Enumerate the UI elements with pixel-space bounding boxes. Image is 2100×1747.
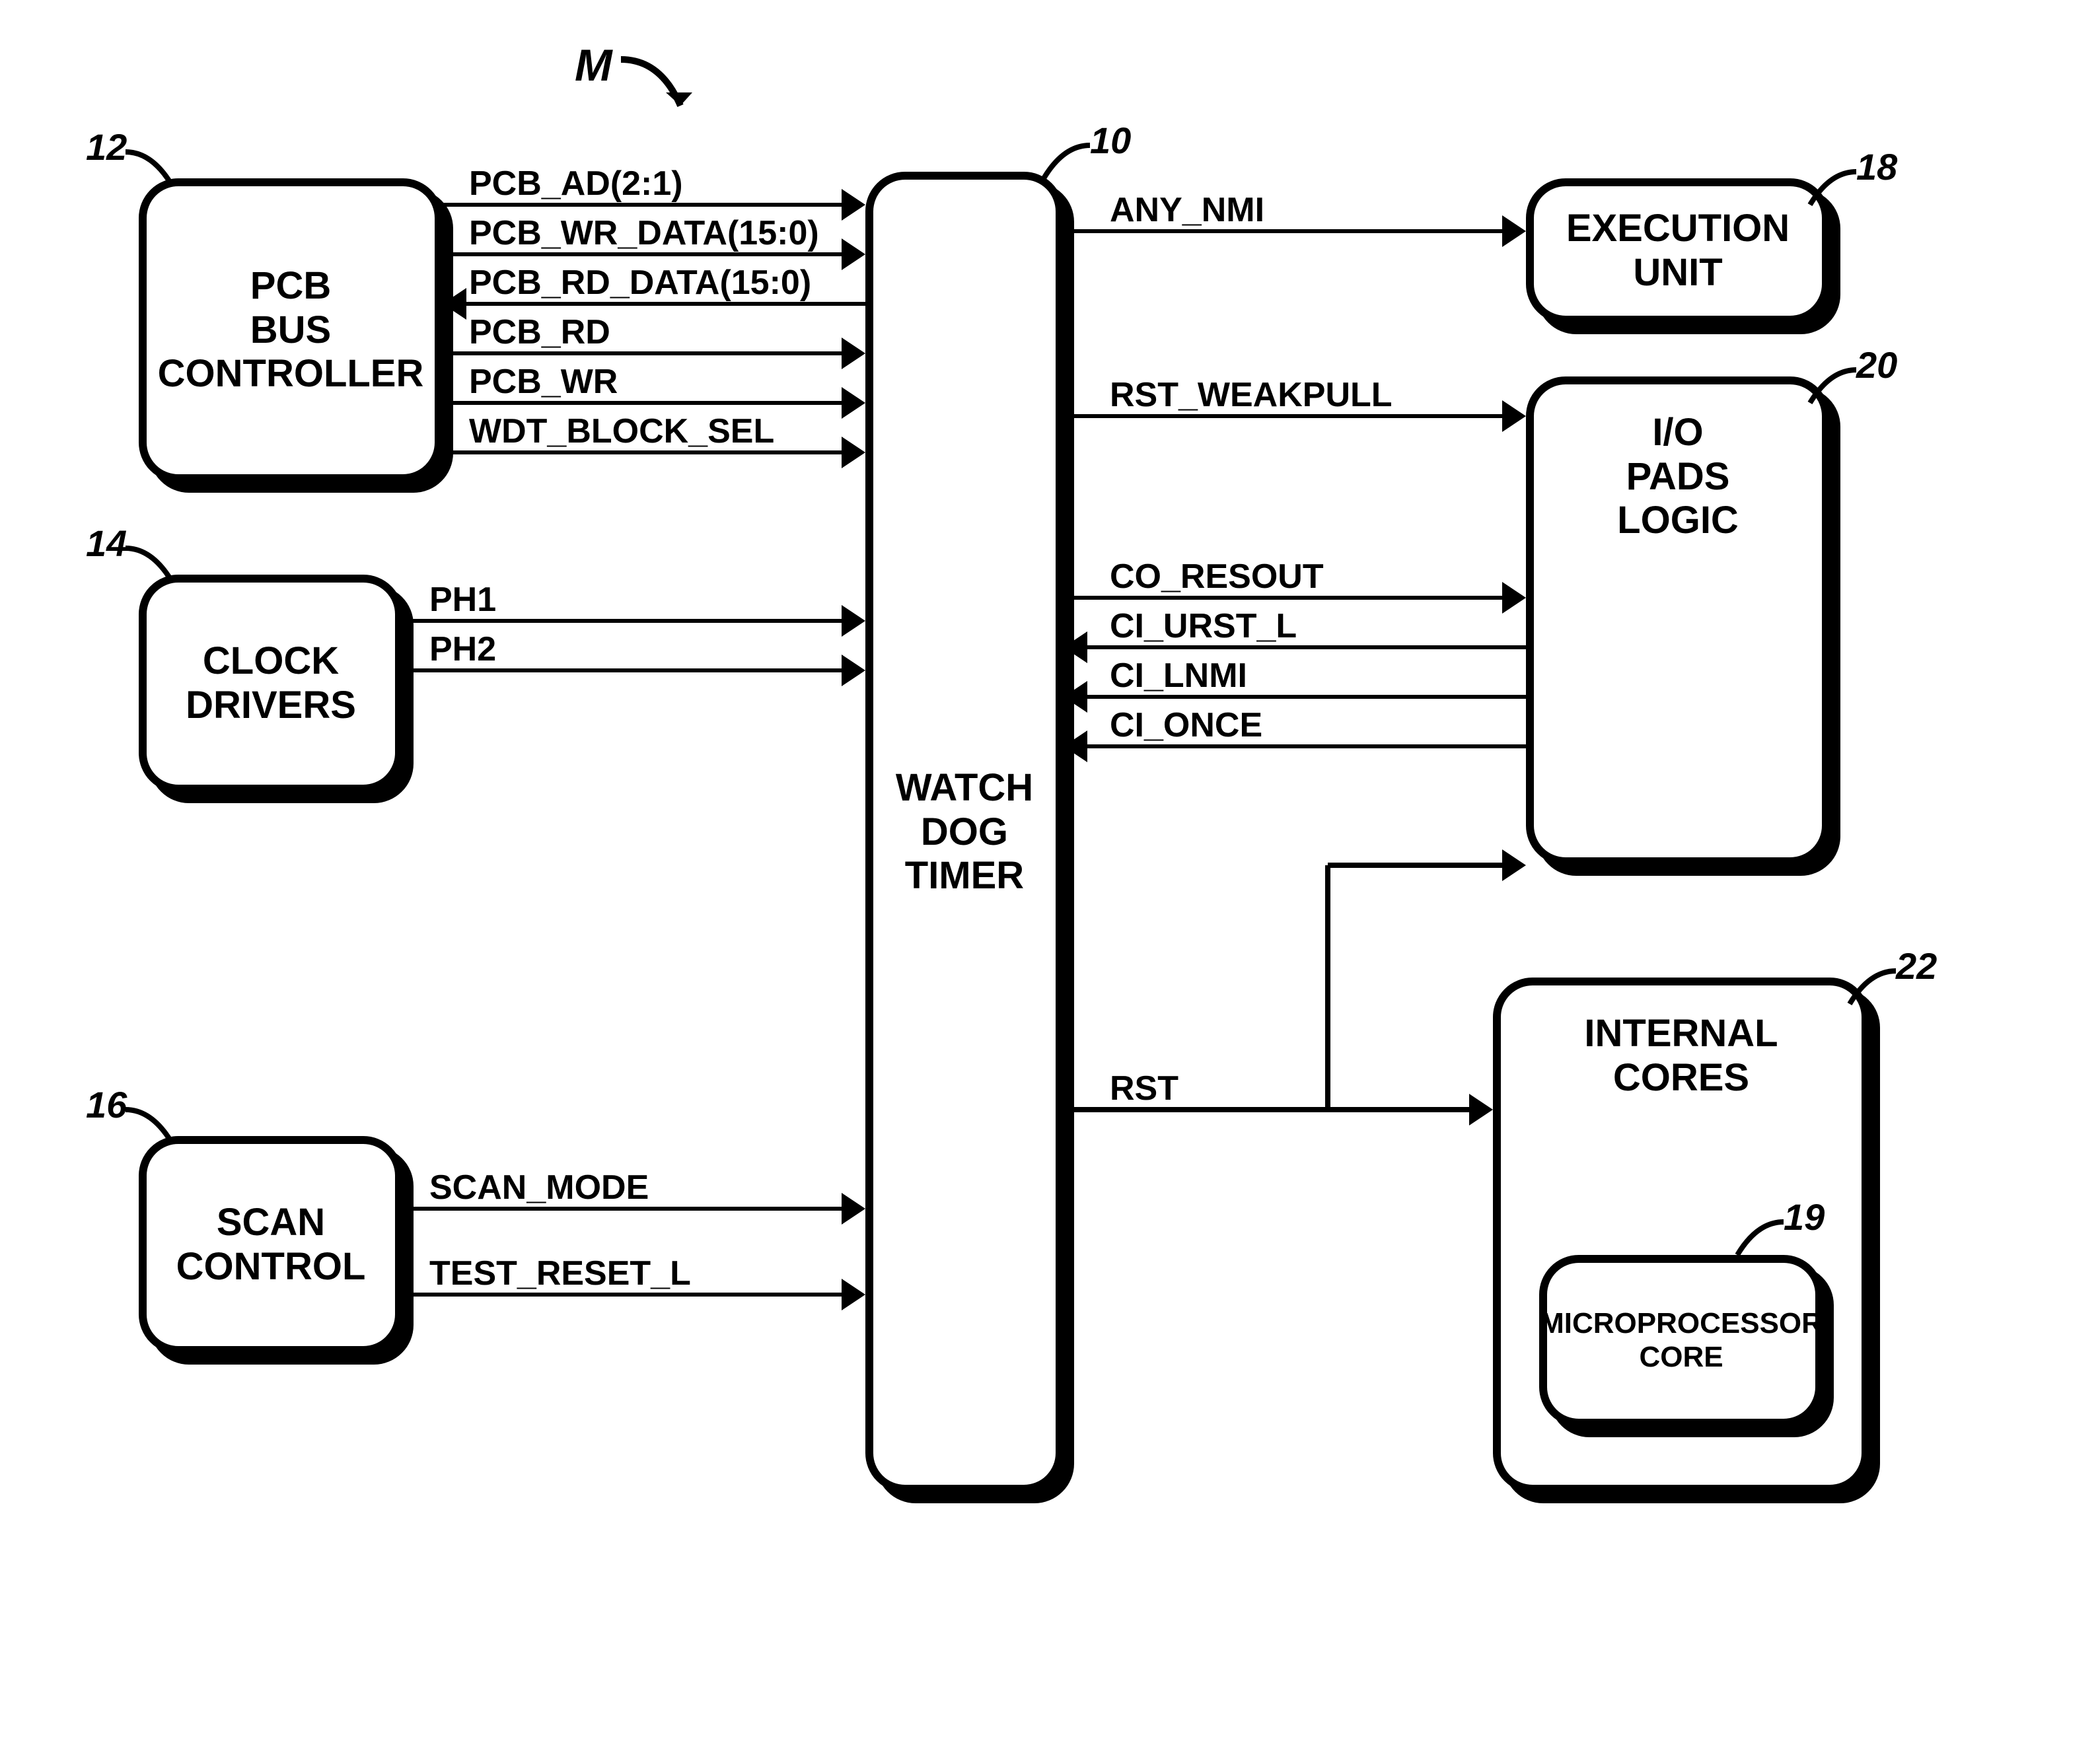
signal-right-1: RST_WEAKPULL [1110, 375, 1393, 415]
exec-ref-leader [1797, 165, 1863, 218]
clock-ref-leader [119, 542, 185, 594]
arrow-right [1502, 215, 1526, 247]
signal-left-1: PCB_WR_DATA(15:0) [469, 213, 819, 253]
arrow-right [1502, 400, 1526, 432]
signal-left-3: PCB_RD [469, 312, 610, 352]
clock-block: CLOCKDRIVERS [139, 575, 403, 793]
iopads-block: I/OPADSLOGIC [1526, 376, 1830, 865]
hline [1328, 863, 1502, 868]
arrow-left [1064, 631, 1087, 663]
arrow-left [1064, 731, 1087, 762]
signal-left-7: PH2 [429, 629, 496, 669]
vline [1325, 865, 1330, 1110]
exec-block: EXECUTIONUNIT [1526, 178, 1830, 324]
arrow-right [842, 387, 865, 419]
title-arrow [614, 53, 707, 132]
pcb-ref-leader [119, 145, 185, 198]
signal-left-6: PH1 [429, 580, 496, 620]
cores-ref-leader [1836, 964, 1902, 1017]
signal-left-8: SCAN_MODE [429, 1168, 649, 1207]
signal-left-4: PCB_WR [469, 362, 618, 402]
arrow-right [842, 338, 865, 369]
title-label: M [575, 40, 612, 91]
signal-right-2: CO_RESOUT [1110, 557, 1324, 596]
signal-left-9: TEST_RESET_L [429, 1254, 691, 1293]
arrow-right [1469, 1094, 1493, 1125]
arrow-right [842, 655, 865, 686]
signal-left-5: WDT_BLOCK_SEL [469, 411, 774, 451]
signal-rst: RST [1110, 1069, 1178, 1108]
wdt-block: WATCHDOGTIMER [865, 172, 1064, 1493]
arrow-right [1502, 582, 1526, 614]
scan-block: SCANCONTROL [139, 1136, 403, 1354]
arrow-right [842, 605, 865, 637]
signal-right-4: CI_LNMI [1110, 656, 1247, 695]
arrow-right [842, 238, 865, 270]
pcb-block: PCBBUSCONTROLLER [139, 178, 443, 482]
arrow-left [443, 288, 466, 320]
signal-right-5: CI_ONCE [1110, 705, 1262, 745]
arrow-left [1064, 681, 1087, 713]
micro-block: MICROPROCESSORCORE [1539, 1255, 1823, 1427]
arrow-right [842, 1279, 865, 1310]
scan-ref-leader [119, 1103, 185, 1156]
signal-left-2: PCB_RD_DATA(15:0) [469, 263, 811, 303]
signal-left-0: PCB_AD(2:1) [469, 164, 683, 203]
arrow-right [1502, 849, 1526, 881]
iopads-ref-leader [1797, 363, 1863, 416]
wdt-ref-leader [1031, 139, 1097, 192]
arrow-right [842, 437, 865, 468]
signal-right-3: CI_URST_L [1110, 606, 1297, 646]
diagram-canvas: MPCBBUSCONTROLLER12CLOCKDRIVERS14SCANCON… [0, 0, 2100, 1747]
arrow-right [842, 189, 865, 221]
signal-right-0: ANY_NMI [1110, 190, 1264, 230]
arrow-right [842, 1193, 865, 1225]
micro-ref-leader [1724, 1215, 1790, 1268]
